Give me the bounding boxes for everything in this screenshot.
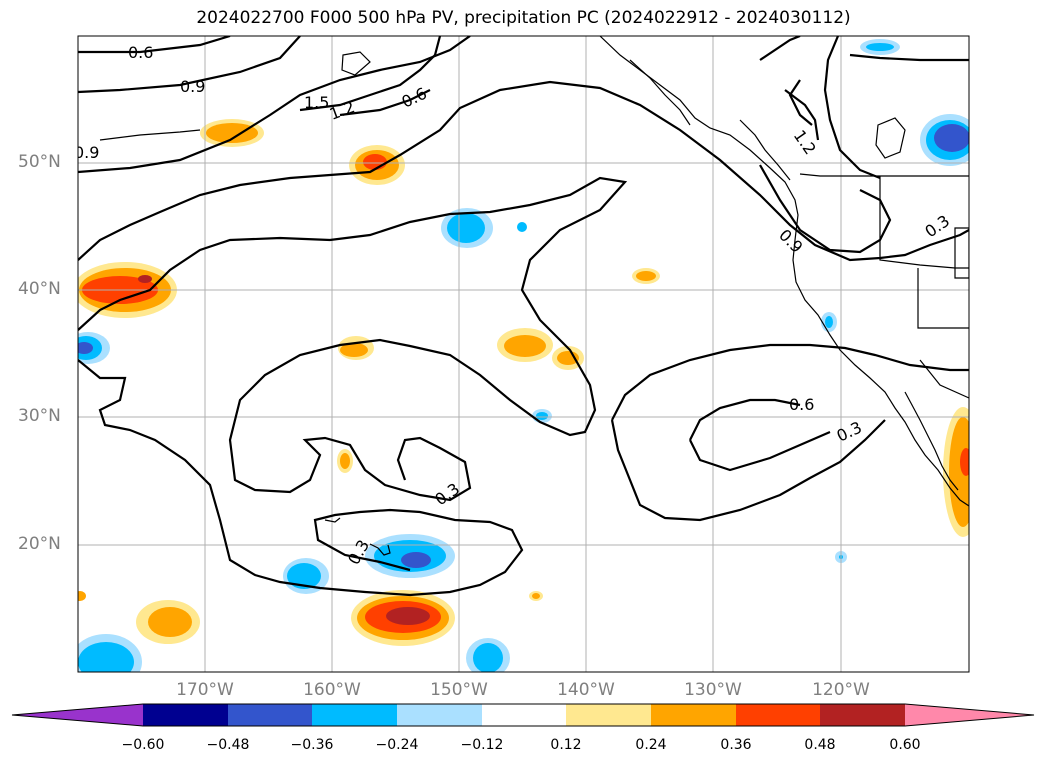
colorbar-tick-label: −0.48 <box>206 737 250 753</box>
lat-label-40n: 40°N <box>18 279 61 299</box>
colorbar-outline <box>11 703 1035 727</box>
colorbar-segment <box>651 704 736 726</box>
colorbar-extend-low <box>12 704 143 726</box>
map-area: 0.6 0.9 1.5 1.2 0.6 0.9 1.2 0.9 0.3 0.6 … <box>74 36 969 672</box>
lon-label-120w: 120°W <box>812 680 870 700</box>
colorbar-tick-label: −0.36 <box>290 737 334 753</box>
contour-label: 1.5 <box>304 93 329 112</box>
colorbar-extend-high <box>905 704 1034 726</box>
map-frame <box>77 35 970 673</box>
lon-label-170w: 170°W <box>176 680 234 700</box>
pv-contours <box>78 36 969 597</box>
colorbar-tick-label: 0.60 <box>889 737 921 753</box>
map-title: 2024022700 F000 500 hPa PV, precipitatio… <box>196 8 851 28</box>
colorbar-segment <box>143 704 228 726</box>
colorbar-tick-label: −0.12 <box>460 737 504 753</box>
contour-label: 0.6 <box>128 43 153 62</box>
contour-label: 0.9 <box>180 77 205 96</box>
lon-label-140w: 140°W <box>557 680 615 700</box>
colorbar-segment <box>228 704 312 726</box>
colorbar-tick-label: 0.36 <box>720 737 752 753</box>
colorbar-segment <box>820 704 905 726</box>
colorbar-segment <box>482 704 566 726</box>
contour-label: 0.6 <box>789 395 814 414</box>
colorbar-segment <box>736 704 820 726</box>
colorbar <box>11 703 1035 727</box>
lon-label-150w: 150°W <box>430 680 488 700</box>
colorbar-tick-label: −0.24 <box>375 737 419 753</box>
lat-label-20n: 20°N <box>18 534 61 554</box>
lon-label-160w: 160°W <box>303 680 361 700</box>
contour-label: 0.9 <box>74 143 99 162</box>
colorbar-tick-label: −0.60 <box>121 737 165 753</box>
coastlines <box>99 36 969 556</box>
lon-label-130w: 130°W <box>684 680 742 700</box>
colorbar-segment <box>397 704 482 726</box>
colorbar-segment <box>312 704 397 726</box>
colorbar-tick-label: 0.24 <box>635 737 667 753</box>
colorbar-tick-label: 0.12 <box>550 737 582 753</box>
colorbar-segment <box>566 704 651 726</box>
lat-label-30n: 30°N <box>18 406 61 426</box>
lat-label-50n: 50°N <box>18 152 61 172</box>
colorbar-tick-label: 0.48 <box>804 737 836 753</box>
